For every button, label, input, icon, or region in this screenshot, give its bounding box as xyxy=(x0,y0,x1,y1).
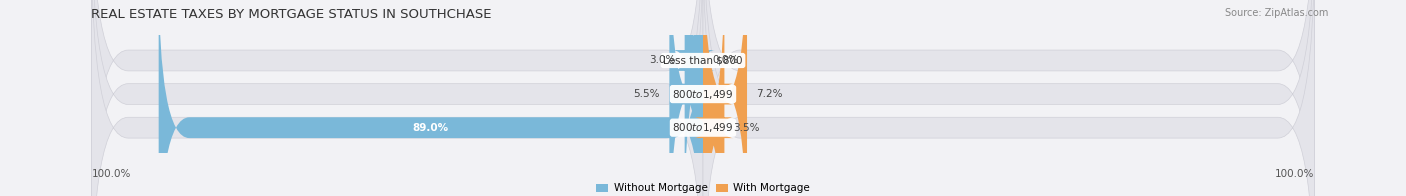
FancyBboxPatch shape xyxy=(91,0,703,196)
Text: 7.2%: 7.2% xyxy=(756,89,783,99)
Text: 5.5%: 5.5% xyxy=(634,89,661,99)
Text: 3.5%: 3.5% xyxy=(734,123,761,133)
Text: 100.0%: 100.0% xyxy=(1275,169,1315,179)
Text: $800 to $1,499: $800 to $1,499 xyxy=(672,121,734,134)
Text: Source: ZipAtlas.com: Source: ZipAtlas.com xyxy=(1225,8,1329,18)
Text: 100.0%: 100.0% xyxy=(91,169,131,179)
FancyBboxPatch shape xyxy=(703,0,1315,196)
FancyBboxPatch shape xyxy=(703,0,1315,196)
FancyBboxPatch shape xyxy=(703,0,1315,196)
FancyBboxPatch shape xyxy=(91,0,703,196)
FancyBboxPatch shape xyxy=(159,0,703,196)
Text: 3.0%: 3.0% xyxy=(650,55,675,65)
FancyBboxPatch shape xyxy=(693,0,734,196)
FancyBboxPatch shape xyxy=(91,0,703,196)
Text: Less than $800: Less than $800 xyxy=(664,55,742,65)
FancyBboxPatch shape xyxy=(669,0,703,196)
FancyBboxPatch shape xyxy=(672,0,716,196)
Text: REAL ESTATE TAXES BY MORTGAGE STATUS IN SOUTHCHASE: REAL ESTATE TAXES BY MORTGAGE STATUS IN … xyxy=(91,8,492,21)
FancyBboxPatch shape xyxy=(703,0,747,196)
Text: $800 to $1,499: $800 to $1,499 xyxy=(672,88,734,101)
Legend: Without Mortgage, With Mortgage: Without Mortgage, With Mortgage xyxy=(592,179,814,196)
Text: 0.0%: 0.0% xyxy=(713,55,738,65)
Text: 89.0%: 89.0% xyxy=(413,123,449,133)
